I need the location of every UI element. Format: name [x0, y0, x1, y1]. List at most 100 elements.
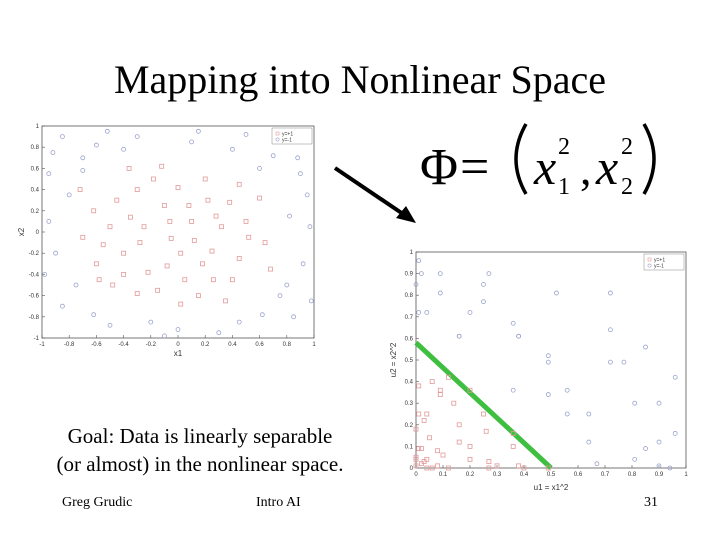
data-point-square — [516, 463, 522, 469]
x-tick-label: 0.8 — [628, 472, 637, 478]
data-point-circle — [94, 142, 99, 148]
data-point-square — [186, 203, 192, 208]
data-point-square — [429, 465, 435, 471]
x-tick-label: 0.2 — [201, 342, 210, 348]
data-point-square — [456, 422, 462, 428]
y-tick-label: 1 — [36, 124, 40, 130]
data-point-circle — [175, 327, 181, 332]
data-point-square — [213, 213, 219, 219]
footer-course: Intro AI — [256, 495, 301, 510]
data-point-circle — [148, 319, 154, 325]
x-tick-label: -0.6 — [91, 342, 102, 348]
data-point-circle — [667, 465, 673, 471]
data-point-circle — [564, 387, 570, 393]
data-point-circle — [287, 213, 292, 219]
data-point-circle — [413, 282, 419, 287]
formula-sup1: 2 — [558, 134, 570, 160]
data-point-circle — [60, 134, 65, 140]
data-point-circle — [553, 290, 559, 296]
data-point-circle — [516, 333, 522, 339]
x-tick-label: -0.2 — [146, 342, 157, 348]
original-space-scatter-plot: -1 -0.8 -0.6 -0.4 -0.2 0 0.2 0.4 0.6 0.8 1 1 0.8 0.6 0… — [18, 118, 318, 358]
data-point-square — [483, 428, 489, 434]
data-point-square — [159, 163, 165, 169]
data-point-circle — [607, 327, 613, 333]
data-point-square — [257, 195, 263, 201]
data-point-circle — [259, 312, 265, 318]
data-point-square — [96, 277, 102, 283]
data-point-circle — [481, 282, 486, 287]
data-point-square — [209, 248, 215, 254]
data-point-circle — [104, 128, 110, 134]
goal-line-2: (or almost) in the nonlinear space. — [56, 452, 344, 476]
y-tick-label: 0.6 — [31, 166, 40, 172]
data-point-circle — [416, 258, 422, 264]
data-point-square — [416, 411, 422, 417]
y-tick-label: -0.8 — [29, 315, 40, 321]
y-tick-label: 0.8 — [405, 293, 414, 299]
data-point-circle — [134, 134, 140, 140]
data-point-square — [155, 287, 161, 293]
legend-marker-circle — [275, 137, 280, 142]
data-point-square — [510, 431, 516, 436]
x-axis-label: u1 = x1^2 — [534, 483, 569, 492]
data-point-square — [446, 374, 451, 380]
data-point-square — [481, 411, 486, 417]
data-point-circle — [545, 392, 551, 397]
data-point-square — [134, 291, 140, 296]
data-point-square — [545, 465, 551, 471]
x-tick-label: 0.1 — [439, 472, 448, 478]
data-point-square — [80, 234, 86, 240]
data-point-square — [205, 197, 211, 203]
data-point-circle — [416, 310, 422, 315]
data-point-circle — [189, 139, 195, 145]
legend-box — [271, 127, 313, 145]
y-tick-label: -0.4 — [29, 272, 40, 278]
data-point-circle — [121, 146, 126, 152]
data-point-square — [91, 208, 97, 214]
x-tick-label: 0.4 — [520, 472, 529, 478]
y-axis-label: x2 — [18, 227, 26, 236]
y-tick-label: 0.4 — [405, 380, 414, 386]
x-tick-label: 0.8 — [283, 342, 292, 348]
goal-text: Goal: Data is linearly separable (or alm… — [30, 422, 370, 478]
data-point-square — [223, 298, 229, 304]
data-point-square — [418, 446, 424, 451]
data-point-circle — [672, 374, 678, 380]
x-tick-label: 0.6 — [255, 342, 264, 348]
data-point-circle — [419, 271, 424, 277]
data-point-square — [200, 261, 205, 267]
data-point-square — [107, 224, 113, 230]
data-point-square — [167, 219, 173, 224]
data-point-square — [413, 426, 419, 432]
data-point-square — [416, 446, 422, 451]
x-tick-label: 0.7 — [601, 472, 610, 478]
x-tick-label: 1 — [684, 472, 688, 478]
data-point-square — [77, 187, 83, 192]
x-axis-label: x1 — [174, 349, 183, 358]
data-point-circle — [42, 271, 48, 277]
legend-label: y=+1 — [654, 258, 665, 264]
legend-label: y=-1 — [654, 264, 664, 270]
y-tick-label: 0.6 — [405, 336, 414, 342]
data-point-circle — [437, 290, 443, 296]
arrow-icon — [333, 166, 416, 223]
data-point-circle — [107, 322, 113, 328]
data-point-square — [486, 459, 492, 464]
data-point-square — [456, 439, 462, 445]
right-paren-icon — [642, 123, 656, 195]
feature-space-scatter-plot: 0 0.1 0.2 0.3 0.4 0.5 0.6 0.7 0.8 0.9 1 1 0.9 0.8 0.7 0… — [388, 244, 690, 492]
data-point-square — [168, 235, 174, 241]
data-point-square — [164, 263, 170, 269]
goal-line-1: Goal: Data is linearly separable — [67, 424, 333, 448]
data-point-square — [268, 266, 273, 272]
data-point-circle — [486, 271, 492, 277]
data-point-circle — [632, 400, 638, 406]
data-point-circle — [161, 333, 167, 339]
data-point-square — [151, 176, 156, 182]
data-point-circle — [545, 353, 551, 359]
data-point-circle — [73, 282, 79, 288]
data-point-square — [467, 387, 473, 393]
data-point-circle — [467, 310, 473, 315]
data-point-circle — [291, 314, 297, 320]
